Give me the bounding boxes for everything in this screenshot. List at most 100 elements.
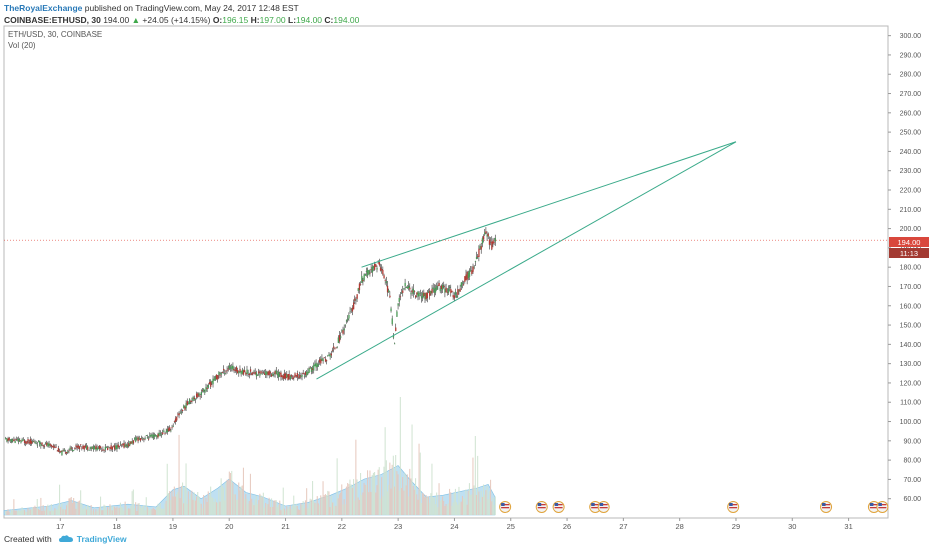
candle-body: [212, 378, 214, 385]
candle-body: [328, 354, 330, 356]
y-tick-label: 170.00: [900, 284, 922, 291]
volume-bar: [110, 505, 112, 515]
x-tick-label: 30: [788, 522, 796, 531]
candle-body: [206, 388, 208, 389]
candle-body: [362, 280, 364, 282]
candle-body: [415, 295, 417, 298]
volume-bar: [62, 509, 64, 515]
volume-bar: [337, 498, 339, 515]
volume-bar: [224, 500, 226, 515]
volume-bar: [308, 504, 310, 515]
author-link[interactable]: TheRoyalExchange: [4, 3, 83, 13]
close-value: 194.00: [333, 15, 360, 25]
flag-canton: [554, 503, 559, 506]
volume-bar: [398, 490, 400, 515]
volume-bar: [22, 509, 24, 515]
volume-bar: [197, 492, 199, 515]
us-flag-icon: [552, 501, 565, 513]
candle-body: [481, 238, 484, 244]
candle-body: [330, 353, 332, 356]
candle-body: [390, 308, 392, 312]
candle-body: [292, 377, 294, 380]
volume-bar: [256, 504, 258, 515]
candle-body: [389, 295, 391, 298]
flag-canton: [878, 503, 882, 506]
volume-bar: [280, 510, 282, 515]
volume-bar: [124, 501, 126, 515]
candle-body: [138, 437, 140, 440]
candle-body: [64, 452, 67, 454]
candle-body: [7, 438, 9, 441]
trendline-layer[interactable]: [316, 141, 737, 380]
tradingview-logo[interactable]: TradingView: [58, 534, 127, 544]
candle-body: [208, 382, 211, 385]
candle-body: [108, 447, 110, 449]
time-axis[interactable]: 17 18 19 20 21 22 23 24 25 26 27 28 29 30 31: [56, 518, 853, 531]
economic-events[interactable]: [499, 501, 889, 513]
volume-bar: [122, 507, 124, 515]
candle-body: [388, 290, 390, 293]
volume-bar: [98, 506, 100, 515]
candle-body: [104, 446, 106, 450]
volume-bar: [184, 486, 186, 515]
volume-bar: [153, 509, 155, 515]
volume-bar: [203, 495, 205, 515]
candle-body: [162, 432, 164, 435]
volume-bar: [424, 497, 426, 515]
volume-bar: [179, 498, 181, 515]
volume-bar: [445, 504, 447, 515]
candle-body: [320, 359, 322, 364]
candle-body: [164, 433, 166, 434]
candle-body: [19, 440, 21, 441]
price-axis[interactable]: 60.00 70.00 80.00 90.00 100.00 110.00 120.00 13…: [888, 33, 921, 503]
volume-bar: [481, 496, 483, 515]
volume-bar: [130, 506, 132, 515]
volume-bar: [304, 500, 306, 515]
candle-body: [239, 368, 241, 372]
candle-body: [148, 438, 150, 440]
candle-body: [39, 440, 41, 445]
candle-body: [44, 443, 47, 444]
x-tick-label: 28: [675, 522, 683, 531]
volume-bar: [357, 497, 359, 515]
volume-bar: [176, 494, 178, 515]
volume-bar: [340, 492, 342, 515]
volume-bar: [314, 502, 316, 515]
volume-bar: [310, 499, 312, 515]
candle-body: [480, 246, 482, 250]
candle-body: [348, 314, 350, 319]
candle-body: [40, 444, 42, 446]
candle-body: [264, 373, 266, 375]
volume-bar: [204, 504, 206, 515]
us-flag-icon: [597, 501, 610, 513]
volume-bar: [461, 495, 463, 515]
candle-body: [419, 292, 421, 294]
volume-bar: [282, 487, 284, 515]
volume-bar: [334, 506, 336, 515]
volume-bar: [490, 479, 492, 515]
volume-bar: [129, 508, 131, 515]
volume-bar: [372, 472, 374, 515]
candle-body: [271, 374, 273, 377]
volume-bar: [405, 485, 407, 515]
volume-bar: [454, 488, 456, 515]
volume-bar: [63, 509, 65, 515]
candle-body: [350, 308, 352, 310]
volume-bar: [61, 503, 63, 515]
volume-bar: [459, 502, 461, 515]
candle-body: [88, 449, 90, 451]
volume-bar: [403, 490, 405, 515]
volume-bar: [141, 508, 143, 515]
volume-bar: [40, 497, 42, 515]
candle-body: [442, 284, 444, 290]
candle-body: [404, 282, 406, 287]
candle-body: [375, 264, 377, 267]
volume-bar: [363, 482, 365, 515]
volume-bar: [419, 452, 421, 515]
volume-bar: [301, 505, 303, 515]
candle-body: [150, 435, 152, 437]
volume-bar: [139, 505, 141, 515]
volume-layer: [3, 397, 496, 516]
volume-bar: [493, 505, 495, 515]
